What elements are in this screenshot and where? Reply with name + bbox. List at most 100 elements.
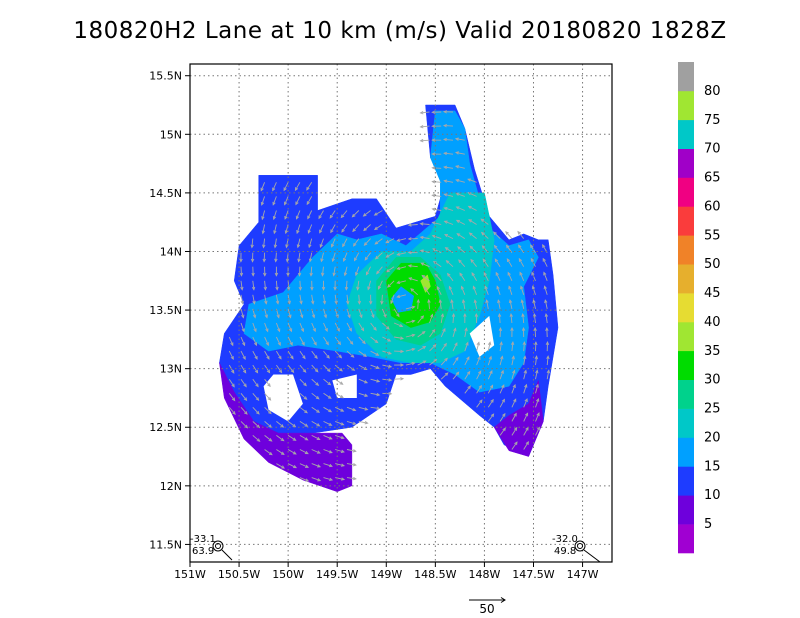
wind-vector [476,370,482,380]
wind-vector [451,312,456,324]
wind-vector [374,238,383,245]
x-tick-label: 147.5W [512,568,554,581]
wind-vector [262,238,266,249]
chart-title: 180820H2 Lane at 10 km (m/s) Valid 20180… [73,18,727,44]
wind-vector [240,280,244,291]
wind-vector [344,280,349,291]
wind-vector [431,207,442,211]
wind-vector [240,378,247,388]
wind-vector [476,355,481,366]
colorbar-swatch [678,321,694,352]
wind-vector [299,421,309,427]
wind-vector [387,280,395,288]
wind-vector [275,280,279,291]
wind-vector [440,342,447,352]
wind-vector [252,406,260,415]
wind-vector [487,341,492,352]
wind-vector [346,449,357,453]
wind-vector [410,288,419,296]
wind-vector [252,364,259,374]
wind-vector [473,299,478,309]
wind-vector [295,196,301,206]
wind-vector [252,435,261,442]
wind-vector [499,384,505,394]
wind-region [493,379,544,457]
wind-vector [467,178,477,183]
wind-vector [308,252,313,263]
wind-vector [358,392,369,397]
wind-vector [287,350,294,360]
wind-vector [532,299,536,309]
wind-vector [323,449,333,454]
wind-vector [545,326,549,338]
wind-vector [510,326,514,338]
wind-vector [311,406,321,413]
colorbar-label: 65 [704,171,721,186]
storm-track [221,549,233,561]
wind-vector [487,413,495,422]
wind-vector [407,223,418,227]
storm-symbol: -33.163.9 [190,534,233,561]
wind-vector [535,426,540,436]
wind-vector [464,327,468,338]
wind-vector [365,266,371,276]
wind-vector [370,350,380,356]
wind-vector [311,421,321,427]
wind-vector [358,308,363,319]
wind-vector [330,224,336,234]
wind-vector [417,345,427,352]
wind-vector [323,392,332,399]
wind-vector [240,406,248,415]
wind-vector [452,371,460,380]
wind-vector [287,364,295,374]
wind-vector [299,477,310,482]
wind-vector [252,393,260,402]
wind-vector [523,412,529,422]
wind-vector [429,343,437,352]
y-tick-label: 15.5N [149,70,182,83]
wind-vector [382,378,393,382]
wind-vector [363,238,371,246]
wind-vector [342,238,348,248]
wind-vector [334,350,343,359]
wind-vector [472,285,478,295]
wind-vector [275,336,281,347]
wind-vector [396,266,407,270]
wind-vector [521,312,525,324]
wind-vector [273,238,278,249]
wind-vector [276,435,285,442]
wind-vector [340,210,348,219]
wind-vector [351,210,360,218]
wind-vector [299,322,304,333]
data-gap [332,374,357,398]
wind-vector [311,392,320,400]
wind-vector [323,434,333,440]
wind-vector [521,326,526,338]
wind-vector [407,264,418,268]
colorbar-swatch [678,264,694,294]
wind-vector [352,224,360,233]
wind-vector [276,421,285,428]
colorbar-label: 20 [704,431,721,446]
wind-vector [239,252,243,263]
x-tick-label: 149.5W [316,568,358,581]
colorbar-swatch [678,62,694,92]
wind-vector [287,336,293,346]
wind-vector [373,224,383,231]
wind-vector [417,315,425,324]
colorbar-label: 10 [704,488,721,503]
storm-text-bottom: 49.8 [554,546,576,557]
colorbar-label: 5 [704,517,712,532]
wind-vector [334,294,338,305]
wind-vector [494,258,501,267]
wind-vector [319,224,324,234]
wind-vector [442,137,454,142]
wind-vector [367,280,372,291]
wind-vector [543,285,548,295]
reference-arrow-label: 50 [479,602,494,616]
wind-vector [355,266,360,277]
reference-vector: 50 [469,597,506,616]
wind-vector [310,280,314,291]
wind-vector [470,258,477,267]
